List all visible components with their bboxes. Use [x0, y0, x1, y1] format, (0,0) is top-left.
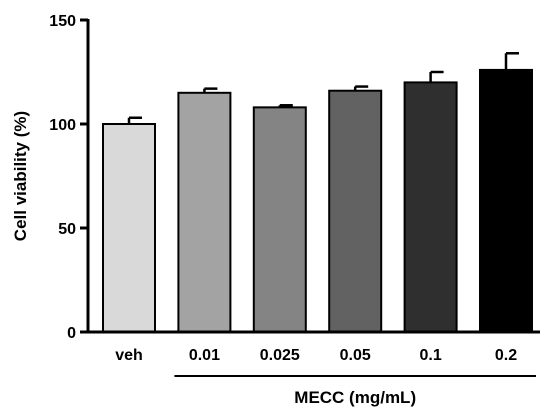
y-axis-label: Cell viability (%) [11, 111, 30, 241]
error-bars [127, 52, 519, 124]
bar-2 [252, 106, 307, 333]
error-bar-5 [504, 52, 519, 70]
bar-0 [102, 123, 156, 333]
x-tick-label: 0.1 [419, 347, 441, 364]
bar-1 [177, 91, 232, 333]
x-tick-label: veh [115, 347, 143, 364]
x-tick-label: 0.05 [340, 347, 371, 364]
error-bar-1 [203, 87, 218, 93]
bars [102, 68, 533, 334]
error-bar-0 [127, 116, 142, 124]
group-label: MECC (mg/mL) [294, 388, 416, 407]
bar-4 [403, 81, 458, 334]
error-bar-3 [353, 85, 369, 91]
bar-3 [328, 89, 383, 333]
y-tick-label: 50 [58, 221, 76, 238]
error-bar-2 [278, 104, 293, 108]
x-tick-label: 0.025 [260, 347, 300, 364]
y-tick-label: 150 [49, 13, 76, 30]
bar-5 [479, 68, 533, 333]
y-tick-label: 0 [67, 325, 76, 342]
error-bar-4 [429, 70, 444, 83]
x-ticks: veh 0.01 0.025 0.05 0.1 0.2 [115, 347, 517, 364]
y-tick-label: 100 [49, 117, 76, 134]
y-ticks: 0 50 100 150 [49, 13, 88, 342]
x-tick-label: 0.2 [495, 347, 517, 364]
x-tick-label: 0.01 [189, 347, 220, 364]
